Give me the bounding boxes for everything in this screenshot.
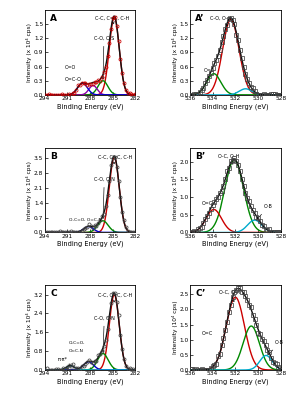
Text: C-C, C=C, C-H: C-C, C=C, C-H bbox=[98, 154, 132, 164]
Text: O-C=O, O=C-N: O-C=O, O=C-N bbox=[69, 218, 102, 222]
Text: C-O, O-H: C-O, O-H bbox=[211, 16, 232, 26]
Y-axis label: Intensity (x 10⁴ cps): Intensity (x 10⁴ cps) bbox=[26, 160, 33, 220]
Y-axis label: Intensity (x 10⁴ cps): Intensity (x 10⁴ cps) bbox=[26, 23, 33, 82]
Y-axis label: Intensity (10⁴ cps): Intensity (10⁴ cps) bbox=[172, 301, 178, 354]
Text: C: C bbox=[50, 289, 57, 298]
Text: O=C: O=C bbox=[201, 330, 213, 336]
Y-axis label: Intensity (x 10⁴ cps): Intensity (x 10⁴ cps) bbox=[172, 23, 178, 82]
Text: O-B: O-B bbox=[268, 340, 284, 355]
X-axis label: Binding Energy (eV): Binding Energy (eV) bbox=[202, 241, 269, 248]
X-axis label: Binding Energy (eV): Binding Energy (eV) bbox=[202, 103, 269, 110]
Text: A’: A’ bbox=[196, 14, 205, 23]
X-axis label: Binding Energy (eV): Binding Energy (eV) bbox=[57, 241, 123, 248]
Text: O=C-N: O=C-N bbox=[69, 349, 84, 353]
X-axis label: Binding Energy (eV): Binding Energy (eV) bbox=[57, 103, 123, 110]
Text: A: A bbox=[50, 14, 57, 23]
Text: O-C, O-H: O-C, O-H bbox=[218, 154, 240, 164]
Text: C-O, C-N: C-O, C-N bbox=[94, 177, 115, 218]
Text: O-B: O-B bbox=[257, 204, 273, 219]
Text: C-O, C-S: C-O, C-S bbox=[94, 36, 114, 79]
Text: C’: C’ bbox=[196, 289, 206, 298]
Text: C-O, C-N: C-O, C-N bbox=[94, 316, 115, 352]
Text: C-C, C=C, C-H: C-C, C=C, C-H bbox=[98, 293, 132, 302]
Text: C-C, C=C, C-H: C-C, C=C, C-H bbox=[95, 16, 130, 24]
X-axis label: Binding Energy (eV): Binding Energy (eV) bbox=[202, 378, 269, 385]
Text: B: B bbox=[50, 152, 57, 161]
Text: O=C-O: O=C-O bbox=[64, 77, 81, 82]
Text: O-C=O,: O-C=O, bbox=[69, 341, 85, 345]
Y-axis label: Intensity (x 10⁴ cps): Intensity (x 10⁴ cps) bbox=[26, 298, 33, 357]
X-axis label: Binding Energy (eV): Binding Energy (eV) bbox=[57, 378, 123, 385]
Text: π-π*: π-π* bbox=[58, 357, 70, 366]
Text: C=O: C=O bbox=[64, 65, 75, 70]
Text: O-C, O-H: O-C, O-H bbox=[219, 290, 241, 302]
Y-axis label: Intensity (x 10⁴ cps): Intensity (x 10⁴ cps) bbox=[172, 160, 178, 220]
Text: O=C: O=C bbox=[201, 201, 213, 206]
Text: C=O: C=O bbox=[204, 68, 215, 73]
Text: B’: B’ bbox=[196, 152, 206, 161]
